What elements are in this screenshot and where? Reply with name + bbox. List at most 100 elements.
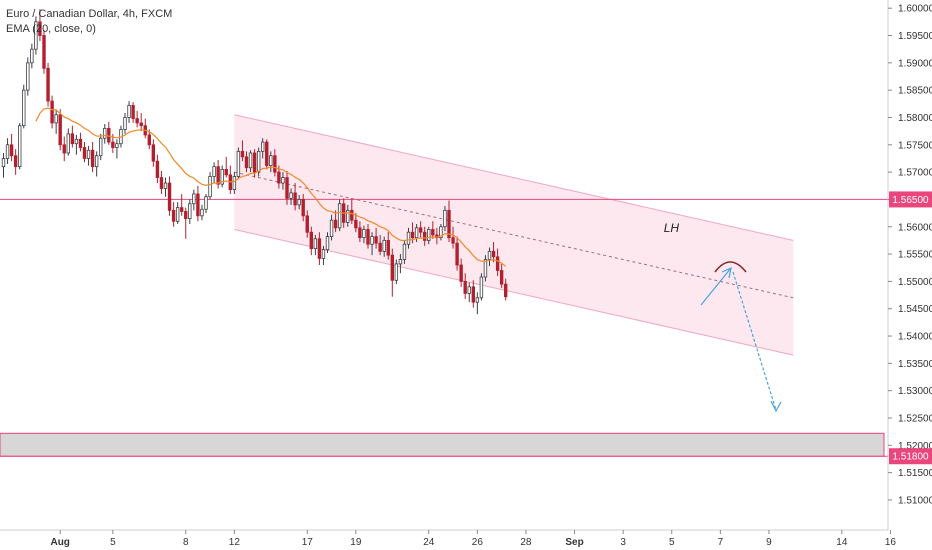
candle-body — [13, 155, 18, 168]
candle-body — [167, 182, 172, 211]
candle-body — [313, 238, 318, 250]
candle-body — [337, 203, 342, 229]
candle — [370, 232, 374, 256]
candle — [346, 204, 350, 227]
candle-body — [301, 199, 305, 217]
y-tick-label: 1.57500 — [898, 140, 932, 151]
x-tick-label: 8 — [183, 537, 189, 548]
y-tick-label: 1.52000 — [898, 441, 932, 452]
candle — [463, 273, 467, 299]
candle — [374, 227, 378, 249]
candle-body — [216, 166, 220, 185]
candle-body — [394, 263, 399, 281]
candle-body — [248, 152, 253, 169]
candle — [86, 145, 91, 166]
candle — [38, 9, 42, 41]
candle-body — [220, 168, 224, 185]
candle-body — [54, 114, 58, 124]
y-tick-label: 1.52500 — [898, 413, 932, 424]
candle-body — [42, 35, 46, 69]
candle — [329, 214, 334, 241]
candle-body — [175, 207, 180, 222]
candle-body — [418, 227, 423, 233]
projection-arrowhead-up — [721, 266, 732, 279]
x-tick-label: 16 — [885, 537, 897, 548]
candle — [30, 43, 34, 69]
candle — [467, 282, 471, 303]
candle-body — [374, 236, 378, 244]
candle-body — [107, 128, 111, 143]
candle — [74, 134, 79, 155]
candle-body — [499, 270, 504, 285]
candle-body — [256, 150, 261, 173]
candle — [487, 247, 492, 267]
candle-body — [358, 227, 362, 239]
candle-body — [427, 229, 431, 241]
y-tick-label: 1.59500 — [898, 31, 932, 42]
candle — [196, 185, 200, 222]
candle-body — [285, 177, 289, 199]
candle-body — [447, 209, 451, 239]
candle — [273, 149, 277, 177]
candle — [402, 240, 407, 264]
candle-body — [410, 231, 415, 239]
candle-body — [224, 168, 228, 176]
candle — [220, 165, 224, 188]
candle — [317, 232, 322, 265]
candle — [301, 193, 305, 222]
candle-body — [184, 211, 188, 219]
candle — [188, 199, 192, 225]
candle — [362, 225, 366, 244]
x-tick-label: 19 — [350, 537, 362, 548]
candle-body — [131, 105, 135, 119]
candle — [386, 232, 390, 260]
candle-body — [163, 182, 168, 189]
candle — [50, 95, 54, 129]
candle-body — [252, 152, 257, 173]
candle-body — [443, 209, 447, 228]
channel-upper-line — [234, 114, 794, 241]
candle — [503, 278, 508, 301]
candle — [175, 202, 180, 225]
x-tick-label: 14 — [836, 537, 848, 548]
candle — [265, 139, 269, 170]
candle-body — [62, 144, 66, 154]
candle-body — [244, 156, 249, 169]
candle — [208, 172, 212, 200]
candle — [224, 156, 228, 178]
candle-body — [491, 250, 496, 258]
candle — [354, 213, 358, 233]
candle — [1, 152, 6, 178]
drawings-layer — [0, 114, 888, 457]
candle-body — [459, 264, 463, 282]
y-tick-label: 1.58000 — [898, 113, 932, 124]
y-tick-label: 1.51500 — [898, 468, 932, 479]
candle-body — [333, 219, 338, 229]
candle-body — [188, 203, 192, 219]
candle-body — [127, 105, 131, 118]
price-tag-label: 1.51800 — [892, 452, 929, 463]
candle-body — [26, 62, 30, 91]
candle-body — [325, 236, 330, 251]
candle — [390, 248, 394, 297]
candle-body — [346, 209, 350, 223]
candle-body — [455, 242, 459, 266]
time-axis: Aug 5 8 12 17 19 24 26 28 Sep 3 5 7 9 14 16 — [50, 530, 896, 548]
candle-body — [58, 114, 62, 146]
projection-arrowhead-down — [770, 400, 782, 413]
candle — [171, 202, 176, 227]
candle-body — [281, 177, 285, 184]
candle-body — [289, 192, 293, 199]
candle — [305, 210, 309, 238]
candle — [475, 292, 480, 315]
candle-body — [431, 229, 435, 236]
x-tick-label: Sep — [565, 537, 583, 548]
candle-body — [467, 286, 471, 294]
candle — [333, 210, 338, 233]
candle-body — [495, 256, 500, 271]
candle — [358, 221, 362, 243]
x-tick-label: 7 — [718, 537, 724, 548]
candle-body — [139, 122, 143, 127]
x-tick-label: Aug — [50, 537, 69, 548]
